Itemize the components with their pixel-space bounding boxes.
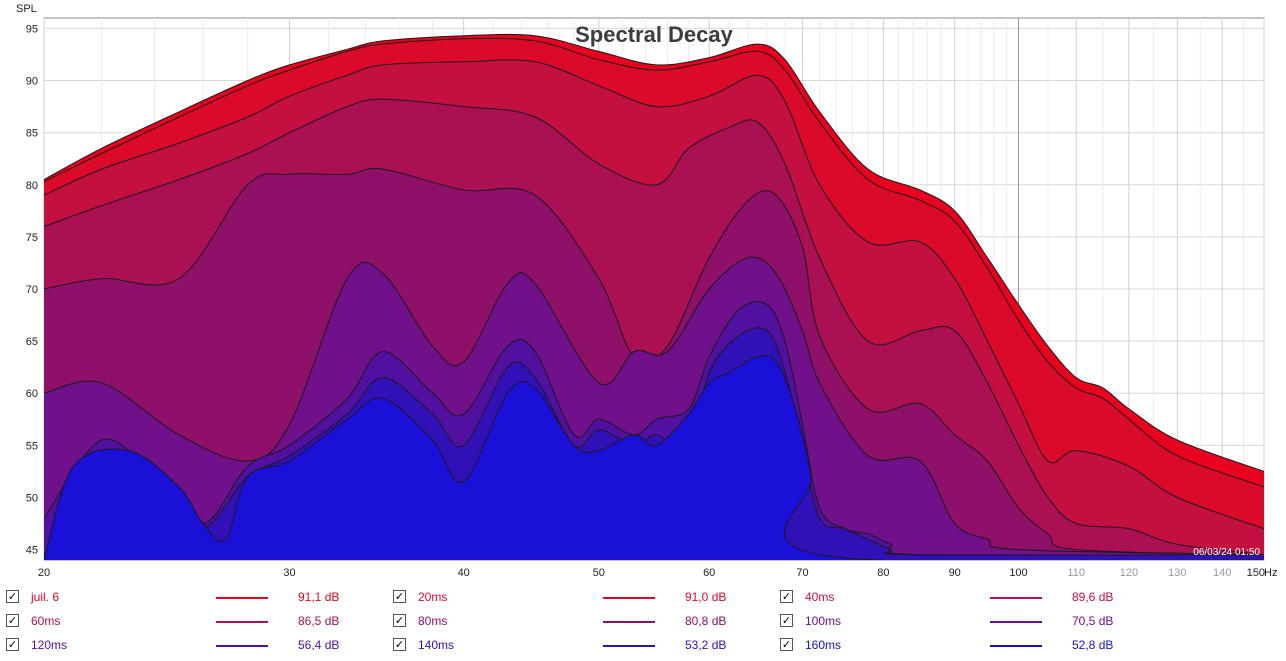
y-tick-label: 55 [26, 440, 38, 452]
x-tick-label: 90 [949, 567, 961, 579]
legend-item: ✓ 80ms 80,8 dB [393, 612, 773, 632]
series-visibility-checkbox[interactable]: ✓ [6, 638, 19, 651]
y-tick-label: 90 [26, 76, 38, 88]
legend-color-line [603, 645, 655, 647]
decay-area-8 [44, 355, 1264, 560]
series-visibility-checkbox[interactable]: ✓ [780, 638, 793, 651]
legend-series-value: 56,4 dB [298, 638, 340, 652]
legend-color-line [216, 621, 268, 623]
legend-color-line [603, 597, 655, 599]
legend-series-name: 100ms [805, 614, 842, 628]
legend-item: ✓ 140ms 53,2 dB [393, 636, 773, 656]
legend-series-name: 20ms [418, 590, 448, 604]
legend-item: ✓ 160ms 52,8 dB [780, 636, 1160, 656]
series-visibility-checkbox[interactable]: ✓ [393, 638, 406, 651]
legend-series-value: 91,1 dB [298, 590, 340, 604]
legend-color-line [603, 621, 655, 623]
legend-item: ✓ 60ms 86,5 dB [6, 612, 386, 632]
x-axis-unit: Hz [1264, 567, 1277, 579]
decay-line-3 [44, 98, 1264, 556]
x-tick-label: 110 [1067, 567, 1085, 579]
y-tick-label: 50 [26, 492, 38, 504]
y-tick-label: 65 [26, 336, 38, 348]
y-tick-label: 70 [26, 284, 38, 296]
legend-color-line [216, 645, 268, 647]
x-tick-label: 80 [877, 567, 889, 579]
legend-item: ✓ 20ms 91,0 dB [393, 588, 773, 608]
legend-color-line [216, 597, 268, 599]
legend: ✓ juil. 6 91,1 dB ✓ 20ms 91,0 dB ✓ 40ms 89,6 dB ✓… [0, 588, 1286, 658]
y-tick-label: 85 [26, 128, 38, 140]
legend-series-value: 91,0 dB [685, 590, 727, 604]
legend-series-value: 86,5 dB [298, 614, 340, 628]
y-axis-ticks: 45 50 55 60 65 70 75 80 85 90 95 [26, 23, 38, 556]
x-tick-label: 30 [283, 567, 295, 579]
y-tick-label: 45 [26, 545, 38, 557]
y-axis-label: SPL [16, 3, 37, 15]
legend-item: ✓ 40ms 89,6 dB [780, 588, 1160, 608]
x-tick-label: 60 [703, 567, 715, 579]
y-tick-label: 60 [26, 388, 38, 400]
series-visibility-checkbox[interactable]: ✓ [393, 590, 406, 603]
y-tick-label: 75 [26, 232, 38, 244]
decay-line-1 [44, 37, 1264, 488]
decay-line-8 [44, 355, 1264, 560]
legend-series-value: 53,2 dB [685, 638, 727, 652]
x-tick-label: 50 [593, 567, 605, 579]
legend-series-name: 160ms [805, 638, 842, 652]
x-axis-ticks: 20 30 40 50 60 70 80 90 100 110 120 130 140 150 [38, 567, 1265, 579]
decay-line-2 [44, 59, 1264, 530]
series-visibility-checkbox[interactable]: ✓ [780, 614, 793, 627]
series-visibility-checkbox[interactable]: ✓ [6, 614, 19, 627]
legend-series-value: 80,8 dB [685, 614, 727, 628]
legend-color-line [990, 621, 1042, 623]
legend-item: ✓ juil. 6 91,1 dB [6, 588, 386, 608]
decay-line-4 [44, 168, 1264, 556]
timestamp: 06/03/24 01:50 [1193, 547, 1260, 558]
legend-series-name: 60ms [31, 614, 61, 628]
legend-series-name: 40ms [805, 590, 835, 604]
y-tick-label: 95 [26, 23, 38, 35]
legend-color-line [990, 645, 1042, 647]
chart-title: Spectral Decay [575, 22, 734, 47]
legend-series-name: juil. 6 [31, 590, 60, 604]
x-tick-label: 120 [1120, 567, 1138, 579]
legend-series-name: 120ms [31, 638, 68, 652]
legend-item: ✓ 120ms 56,4 dB [6, 636, 386, 656]
legend-series-value: 70,5 dB [1072, 614, 1114, 628]
x-tick-label: 130 [1168, 567, 1186, 579]
x-tick-label: 140 [1213, 567, 1231, 579]
legend-series-name: 140ms [418, 638, 455, 652]
legend-item: ✓ 100ms 70,5 dB [780, 612, 1160, 632]
legend-series-value: 89,6 dB [1072, 590, 1114, 604]
x-tick-label: 100 [1009, 567, 1027, 579]
y-tick-label: 80 [26, 180, 38, 192]
legend-color-line [990, 597, 1042, 599]
decay-line-5 [44, 256, 1264, 556]
series-visibility-checkbox[interactable]: ✓ [393, 614, 406, 627]
series-visibility-checkbox[interactable]: ✓ [6, 590, 19, 603]
series-visibility-checkbox[interactable]: ✓ [780, 590, 793, 603]
decay-line-0 [44, 33, 1264, 472]
decay-line-6 [44, 301, 1264, 557]
legend-series-value: 52,8 dB [1072, 638, 1114, 652]
legend-series-name: 80ms [418, 614, 448, 628]
x-tick-label: 150 [1247, 567, 1265, 579]
decay-areas [44, 33, 1264, 560]
x-tick-label: 40 [458, 567, 470, 579]
spectral-decay-chart: 45 50 55 60 65 70 75 80 85 90 95 20 30 40 50 60 70 80 90 1… [16, 3, 1277, 579]
x-tick-label: 20 [38, 567, 50, 579]
x-tick-label: 70 [796, 567, 808, 579]
